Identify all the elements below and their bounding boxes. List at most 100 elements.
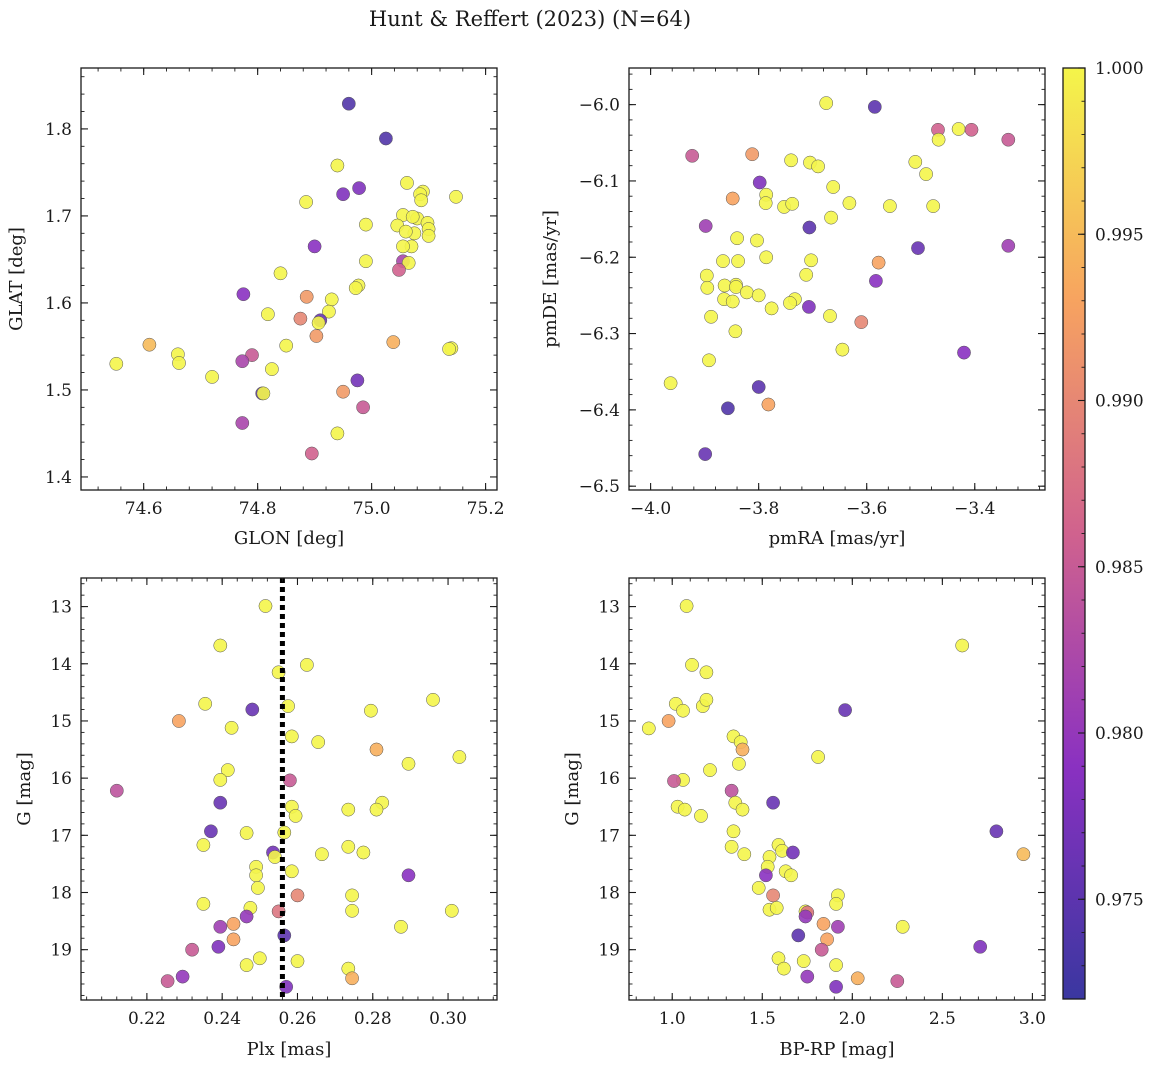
- data-point: [730, 231, 744, 246]
- data-point: [871, 255, 886, 270]
- data-point: [745, 147, 760, 162]
- data-point: [258, 599, 273, 613]
- data-point: [226, 917, 241, 931]
- data-point: [400, 176, 414, 190]
- xlabel-glon-glat: GLON [deg]: [234, 528, 344, 549]
- data-point: [784, 868, 798, 883]
- colorbar-tick-label: 0.985: [1095, 558, 1144, 578]
- data-point: [1001, 238, 1016, 253]
- data-point: [717, 278, 732, 293]
- y-tick-label: 18: [598, 883, 620, 903]
- data-point: [172, 356, 186, 370]
- data-point: [811, 750, 825, 764]
- data-point: [759, 250, 774, 265]
- data-point: [829, 897, 843, 911]
- data-point: [239, 909, 254, 924]
- data-point: [699, 692, 714, 707]
- data-point: [702, 353, 716, 368]
- y-tick-label: 16: [598, 769, 620, 789]
- data-point: [311, 316, 326, 330]
- data-point: [293, 311, 308, 326]
- data-point: [283, 773, 297, 788]
- axes-frame-glon-glat: [80, 67, 498, 491]
- data-point: [449, 189, 463, 204]
- data-point: [235, 354, 250, 369]
- x-tick-label: 0.26: [279, 1009, 317, 1029]
- data-point: [835, 342, 850, 357]
- data-point: [819, 96, 834, 110]
- data-point: [704, 309, 718, 324]
- ylabel-bprp-g: G [mag]: [562, 752, 583, 825]
- data-point: [256, 386, 271, 401]
- data-point: [300, 658, 314, 672]
- data-point: [732, 756, 746, 771]
- data-point: [426, 692, 440, 707]
- x-tick-label: 0.30: [429, 1009, 467, 1029]
- data-point: [854, 315, 869, 329]
- data-point: [213, 795, 228, 810]
- data-point: [751, 380, 766, 394]
- data-point: [731, 254, 745, 268]
- colorbar-tick-label: 0.995: [1095, 225, 1144, 245]
- data-point: [196, 897, 211, 911]
- data-point: [758, 196, 773, 210]
- data-point: [336, 384, 350, 399]
- data-point: [299, 289, 314, 304]
- data-point: [739, 285, 754, 300]
- data-point: [401, 868, 416, 883]
- data-point: [172, 714, 186, 728]
- data-point: [883, 199, 897, 213]
- y-tick-label: 1.8: [45, 120, 72, 140]
- panel-glon-glat: 74.6 74.8 75.0 75.2 1.4 1.5 1.6 1.7 1.8 GLON [de…: [6, 67, 505, 549]
- data-point: [405, 209, 420, 224]
- y-tick-label: 19: [50, 941, 72, 961]
- data-point: [245, 702, 260, 717]
- data-point: [890, 974, 905, 988]
- y-tick-label: −6.3: [579, 325, 620, 345]
- y-tick-label: −6.5: [579, 477, 620, 497]
- data-point: [699, 268, 714, 283]
- x-tick-label: 75.0: [353, 499, 391, 519]
- y-tick-label: −6.4: [579, 401, 620, 421]
- ylabel-plx-g: G [mag]: [14, 752, 35, 825]
- data-point: [213, 638, 228, 653]
- data-point: [895, 919, 910, 934]
- data-point: [211, 939, 226, 954]
- axes-frame-pmra-pmde: [628, 67, 1046, 491]
- x-tick-label: 0.22: [128, 1009, 166, 1029]
- data-point: [796, 954, 811, 968]
- data-point: [394, 919, 408, 934]
- data-point: [290, 954, 305, 968]
- data-point: [350, 373, 365, 388]
- data-point: [268, 850, 282, 864]
- data-point: [290, 888, 305, 903]
- x-tick-label: 3.0: [1019, 1009, 1046, 1029]
- data-point: [356, 845, 371, 860]
- data-point: [777, 961, 791, 976]
- ylabel-glon-glat: GLAT [deg]: [6, 227, 27, 331]
- data-point: [239, 958, 254, 972]
- data-point: [766, 888, 780, 903]
- data-point: [307, 239, 322, 254]
- data-point: [951, 122, 966, 136]
- data-point: [348, 281, 363, 295]
- x-tick-label: 75.2: [467, 499, 505, 519]
- data-point: [728, 324, 743, 339]
- data-point: [386, 335, 401, 349]
- data-point: [341, 802, 356, 817]
- panel-plx-g: 0.22 0.24 0.26 0.28 0.30 13 14 15 16 17 18 19 Plx […: [14, 577, 498, 1060]
- y-tick-label: −6.0: [579, 96, 620, 116]
- data-point: [850, 971, 865, 986]
- data-point: [224, 720, 239, 735]
- data-point: [989, 824, 1004, 839]
- y-tick-label: 14: [50, 655, 72, 675]
- data-point: [213, 919, 228, 934]
- data-point: [442, 342, 456, 356]
- data-point: [716, 254, 730, 268]
- data-point: [698, 219, 713, 233]
- axes-frame-plx-g: [80, 577, 498, 1001]
- data-point: [421, 229, 436, 243]
- data-point: [251, 881, 265, 895]
- data-point: [802, 220, 817, 235]
